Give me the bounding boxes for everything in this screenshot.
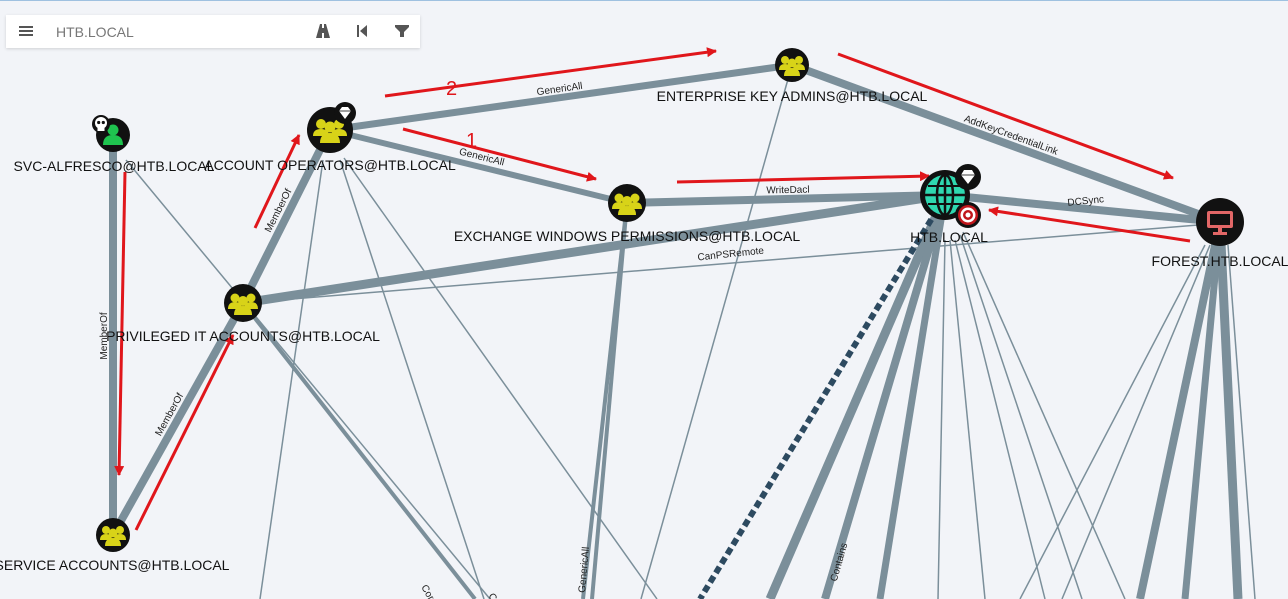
edge-label-ewp-writedacl: WriteDacl [766,185,809,197]
node-account-operators[interactable] [307,102,356,153]
edge[interactable] [765,193,950,599]
edge-label-forest-dcsync: DCSync [1067,194,1105,209]
node-label-enterprise-key-admins: ENTERPRISE KEY ADMINS@HTB.LOCAL [657,88,928,104]
hamburger-menu-icon[interactable] [18,23,34,39]
search-input[interactable] [54,21,298,43]
node-forest[interactable] [1196,198,1244,246]
group-icon [779,56,805,76]
skip-back-icon[interactable] [353,22,371,40]
edge[interactable] [590,202,629,599]
owned-skull-icon [92,115,110,133]
group-icon [100,526,126,546]
attack-arrow [134,334,235,531]
edge[interactable] [329,61,793,134]
edge[interactable] [876,194,949,599]
edge[interactable] [239,128,334,305]
node-service-accounts[interactable] [96,518,130,552]
edge[interactable] [1181,221,1224,599]
search-bar [6,15,420,48]
node-label-service-accounts: SERVICE ACCOUNTS@HTB.LOCAL [0,557,230,573]
edge[interactable] [944,191,1221,226]
node-label-privileged-it-accounts: PRIVILEGED IT ACCOUNTS@HTB.LOCAL [106,328,380,344]
step-label-2: 2 [446,78,457,100]
node-labels: SVC-ALFRESCO@HTB.LOCAL ACCOUNT OPERATORS… [0,88,1288,573]
group-icon [313,119,347,143]
edges-thick [109,61,1243,599]
edge[interactable] [954,239,1046,599]
attack-arrow [402,127,597,182]
node-label-htb-local: HTB.LOCAL [910,229,988,245]
attack-arrow [988,206,1191,243]
computer-icon [1207,211,1233,235]
edges-thin [125,64,1256,599]
edge-label-bottom-genericall: GenericAll [577,546,592,593]
attack-arrow [837,52,1174,180]
node-htb-local[interactable] [920,164,981,228]
edge[interactable] [125,159,491,599]
high-value-diamond-icon [955,164,981,190]
edge[interactable] [790,61,1222,226]
node-label-exchange-windows-permissions: EXCHANGE WINDOWS PERMISSIONS@HTB.LOCAL [454,228,801,244]
attack-arrow [676,171,930,184]
edge[interactable] [821,193,949,599]
user-icon [103,124,123,145]
edge[interactable] [1136,221,1224,599]
edge-label-svc-memberof: MemberOf [99,312,110,359]
edge-label-bottom-cont-1: Cor [418,583,436,599]
edge[interactable] [242,224,1199,304]
high-value-diamond-icon [334,102,356,124]
edge[interactable] [1227,244,1256,599]
attack-arrow [253,134,301,229]
attack-arrow [384,47,717,98]
node-svc-alfresco[interactable] [92,115,130,152]
edge-dashed[interactable] [697,208,940,599]
group-icon [612,193,642,215]
road-icon[interactable] [314,22,332,40]
edge[interactable] [329,127,628,206]
node-label-forest: FOREST.HTB.LOCAL [1152,253,1288,269]
node-label-svc-alfresco: SVC-ALFRESCO@HTB.LOCAL [14,158,215,174]
node-privileged-it-accounts[interactable] [224,284,262,322]
target-icon [955,202,981,228]
edge[interactable] [1061,244,1211,599]
edge[interactable] [241,301,477,599]
node-enterprise-key-admins[interactable] [775,48,809,82]
node-exchange-windows-permissions[interactable] [608,184,646,222]
group-icon [228,293,258,315]
edge[interactable] [109,301,247,537]
edge[interactable] [949,239,986,599]
edge[interactable] [959,234,1083,599]
step-label-1: 1 [466,130,477,152]
edge[interactable] [242,190,946,308]
attack-arrow [114,171,127,476]
attack-path-arrows [114,47,1191,531]
globe-icon [925,173,965,217]
edge[interactable] [962,231,1126,599]
edge[interactable] [343,157,658,599]
edge[interactable] [1215,221,1243,599]
top-border [0,0,1288,1]
edge[interactable] [626,191,946,207]
edge[interactable] [339,159,485,599]
filter-icon[interactable] [393,22,411,40]
edge[interactable] [640,64,793,599]
edge[interactable] [259,159,324,599]
edge[interactable] [937,239,946,599]
node-label-account-operators: ACCOUNT OPERATORS@HTB.LOCAL [204,157,456,173]
edge-label-bottom-cont-2: C [486,591,499,599]
edge[interactable] [1019,244,1206,599]
